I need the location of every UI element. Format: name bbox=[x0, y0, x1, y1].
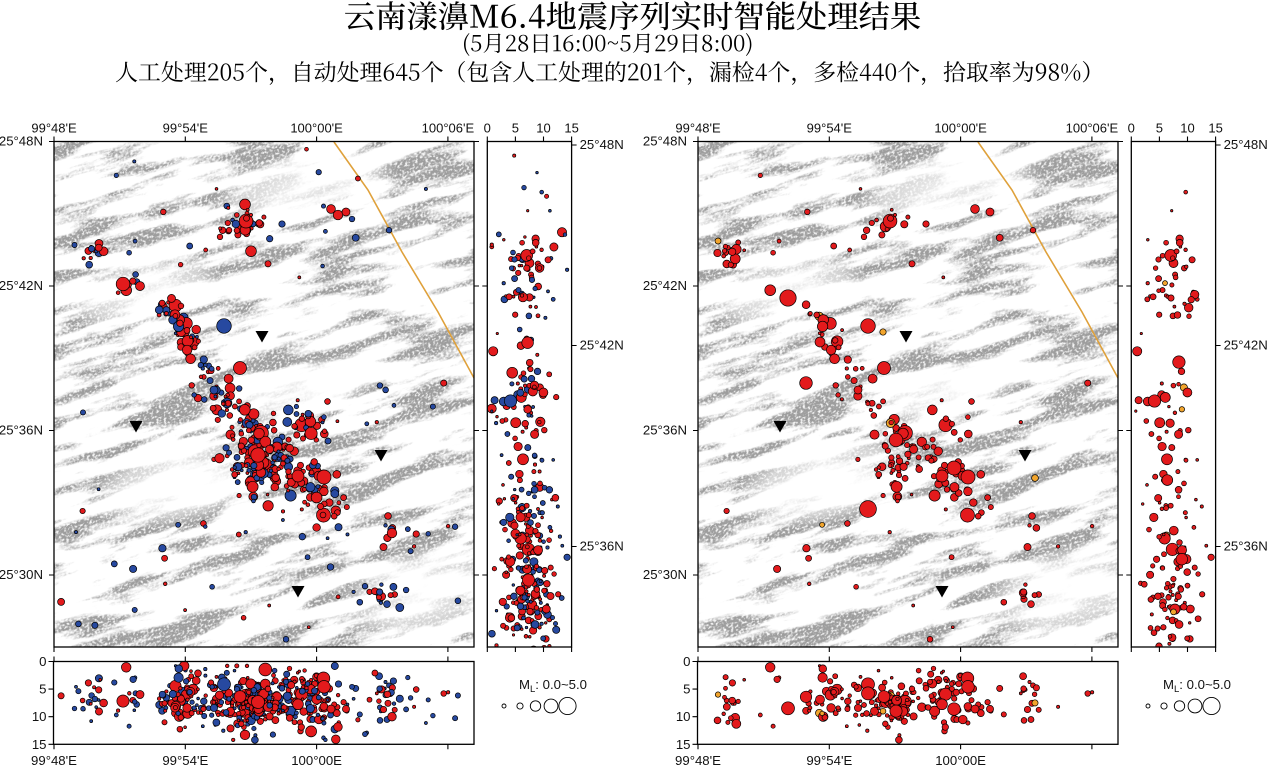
svg-text:15: 15 bbox=[1208, 121, 1222, 136]
svg-text:15: 15 bbox=[564, 121, 578, 136]
svg-text:15: 15 bbox=[32, 737, 47, 752]
svg-text:25°42N: 25°42N bbox=[580, 338, 624, 353]
svg-text:10: 10 bbox=[536, 121, 550, 136]
svg-text:100°00E: 100°00E bbox=[935, 753, 986, 768]
svg-text:0: 0 bbox=[484, 121, 491, 136]
svg-text:99°48'E: 99°48'E bbox=[31, 121, 77, 136]
svg-text:99°48'E: 99°48'E bbox=[31, 753, 77, 768]
svg-text:25°36N: 25°36N bbox=[643, 423, 687, 438]
svg-text:100°00'E: 100°00'E bbox=[290, 121, 343, 136]
svg-text:5: 5 bbox=[512, 121, 519, 136]
svg-text:99°48'E: 99°48'E bbox=[675, 121, 721, 136]
svg-text:25°48N: 25°48N bbox=[643, 134, 687, 149]
svg-text:25°36N: 25°36N bbox=[0, 423, 43, 438]
svg-text:100°06'E: 100°06'E bbox=[422, 121, 475, 136]
svg-text:25°30N: 25°30N bbox=[0, 567, 43, 582]
svg-text:10: 10 bbox=[1180, 121, 1194, 136]
svg-text:99°54'E: 99°54'E bbox=[162, 753, 208, 768]
svg-text:100°06'E: 100°06'E bbox=[1066, 121, 1119, 136]
svg-text:100°00'E: 100°00'E bbox=[934, 121, 987, 136]
svg-text:0: 0 bbox=[1128, 121, 1135, 136]
svg-text:25°42N: 25°42N bbox=[0, 278, 43, 293]
svg-text:0: 0 bbox=[39, 654, 46, 669]
svg-text:25°36N: 25°36N bbox=[580, 539, 624, 554]
svg-text:99°54'E: 99°54'E bbox=[807, 121, 853, 136]
svg-text:25°42N: 25°42N bbox=[643, 278, 687, 293]
svg-text:15: 15 bbox=[676, 737, 691, 752]
svg-text:5: 5 bbox=[1156, 121, 1163, 136]
svg-text:5: 5 bbox=[683, 682, 690, 697]
svg-text:ML: 0.0~5.0: ML: 0.0~5.0 bbox=[519, 677, 587, 695]
svg-text:0: 0 bbox=[683, 654, 690, 669]
svg-text:100°00E: 100°00E bbox=[291, 753, 342, 768]
svg-text:10: 10 bbox=[676, 709, 691, 724]
svg-text:25°42N: 25°42N bbox=[1224, 338, 1268, 353]
svg-text:25°48N: 25°48N bbox=[1224, 137, 1268, 152]
svg-text:25°36N: 25°36N bbox=[1224, 539, 1268, 554]
svg-text:25°48N: 25°48N bbox=[0, 134, 43, 149]
svg-text:5: 5 bbox=[39, 682, 46, 697]
svg-text:25°48N: 25°48N bbox=[580, 137, 624, 152]
svg-text:ML: 0.0~5.0: ML: 0.0~5.0 bbox=[1163, 677, 1231, 695]
svg-text:10: 10 bbox=[32, 709, 47, 724]
svg-text:25°30N: 25°30N bbox=[643, 567, 687, 582]
svg-text:99°54'E: 99°54'E bbox=[163, 121, 209, 136]
svg-text:99°54'E: 99°54'E bbox=[806, 753, 852, 768]
svg-text:99°48'E: 99°48'E bbox=[675, 753, 721, 768]
